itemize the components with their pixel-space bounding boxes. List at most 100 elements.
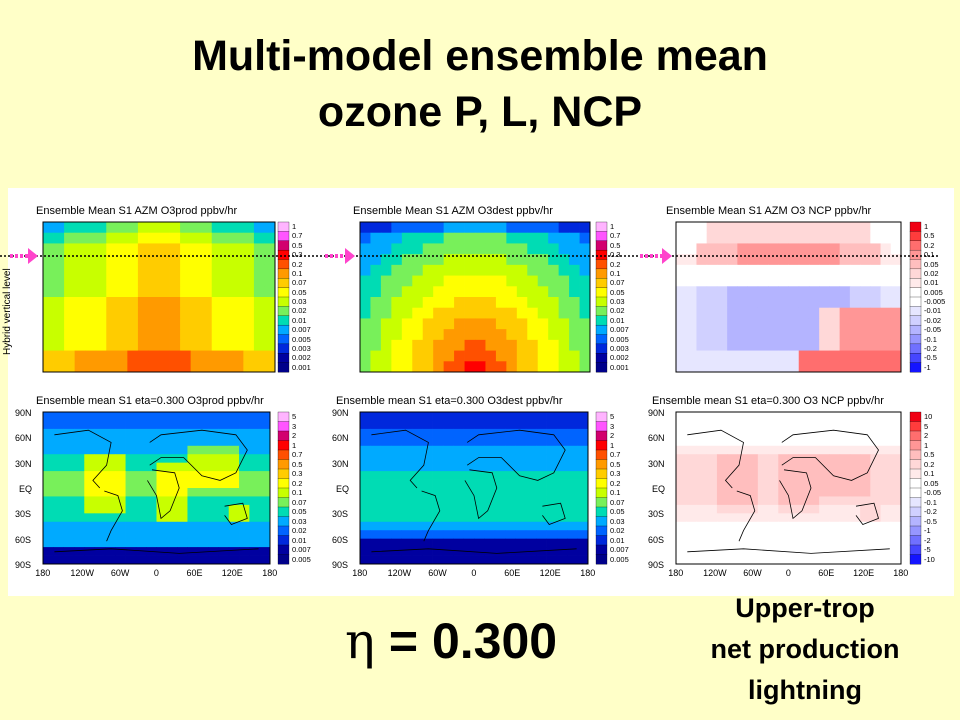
heatmap-cell <box>757 521 769 531</box>
heatmap-cell <box>95 350 107 362</box>
colorbar-swatch <box>595 459 608 470</box>
heatmap-cell <box>778 555 789 565</box>
heatmap-cell <box>422 412 433 421</box>
heatmap-cell <box>829 286 841 298</box>
heatmap-cell <box>819 275 830 287</box>
heatmap-cell <box>839 462 851 472</box>
heatmap-cell <box>485 222 497 234</box>
heatmap-cell <box>558 329 570 341</box>
heatmap-cell <box>166 530 178 540</box>
heatmap-cell <box>737 488 748 497</box>
heatmap-cell <box>422 555 433 565</box>
heatmap-cell <box>808 339 820 351</box>
heatmap-cell <box>73 547 85 556</box>
heatmap-cell <box>577 471 589 480</box>
colorbar-swatch <box>909 554 922 565</box>
colorbar-label: 0.2 <box>292 478 303 488</box>
heatmap-cell <box>228 547 240 556</box>
x-tick-label: 180 <box>580 568 596 578</box>
colorbar-swatch <box>909 334 922 345</box>
heatmap-cell <box>43 329 54 341</box>
heatmap-cell <box>453 488 465 497</box>
heatmap-cell <box>94 471 106 480</box>
heatmap-cell <box>243 318 255 330</box>
heatmap-cell <box>475 329 486 341</box>
heatmap-cell <box>106 361 118 373</box>
heatmap-cell <box>676 318 687 330</box>
heatmap-cell <box>768 350 779 362</box>
heatmap-cell <box>391 504 402 514</box>
heatmap-cell <box>870 547 881 556</box>
heatmap-cell <box>53 232 65 244</box>
heatmap-cell <box>768 412 779 421</box>
heatmap-cell <box>506 361 518 373</box>
heatmap-cell <box>169 275 181 287</box>
heatmap-cell <box>360 243 371 255</box>
heatmap-cell <box>116 275 128 287</box>
heatmap-cell <box>463 504 475 514</box>
heatmap-cell <box>370 445 382 455</box>
heatmap-cell <box>135 547 147 556</box>
heatmap-cell <box>819 232 830 244</box>
heatmap-cell <box>166 445 178 455</box>
heatmap-cell <box>264 307 276 319</box>
heatmap-cell <box>115 521 126 531</box>
heatmap-cell <box>106 307 118 319</box>
colorbar-label: 0.3 <box>610 469 621 478</box>
heatmap-cell <box>768 555 779 565</box>
heatmap-cell <box>747 479 759 489</box>
heatmap-cell <box>53 318 65 330</box>
heatmap-cell <box>463 555 475 565</box>
heatmap-cell <box>494 428 506 438</box>
heatmap-cell <box>577 420 589 430</box>
heatmap-cell <box>494 445 506 455</box>
heatmap-cell <box>506 222 518 234</box>
heatmap-cell <box>63 454 75 464</box>
heatmap-cell <box>716 513 728 523</box>
heatmap-cell <box>696 504 708 514</box>
heatmap-cell <box>85 232 97 244</box>
heatmap-cell <box>228 412 240 421</box>
heatmap-cell <box>548 264 560 276</box>
heatmap-cell <box>180 264 192 276</box>
heatmap-cell <box>727 471 738 480</box>
colorbar-label: -5 <box>924 545 931 554</box>
heatmap-cell <box>106 264 118 276</box>
heatmap-cell <box>839 471 851 480</box>
colorbar-label: 0.05 <box>610 287 625 297</box>
heatmap-cell <box>819 412 830 421</box>
heatmap-cell <box>475 339 486 351</box>
colorbar-label: 0.1 <box>610 488 621 497</box>
coastline-path <box>371 429 429 489</box>
heatmap-cell <box>464 264 476 276</box>
colorbar-swatch <box>595 353 608 364</box>
heatmap-cell <box>485 329 497 341</box>
colorbar-label: 0.01 <box>924 278 939 288</box>
heatmap-cell <box>127 339 139 351</box>
heatmap-cell <box>380 504 392 514</box>
heatmap-cell <box>64 350 76 362</box>
heatmap-cell <box>778 243 789 255</box>
heatmap-cell <box>556 521 568 531</box>
heatmap-cell <box>860 361 871 373</box>
colorbar-label: 0.05 <box>292 507 307 516</box>
heatmap-cell <box>127 275 139 287</box>
coastline <box>54 429 259 554</box>
heatmap-cell <box>43 275 54 287</box>
heatmap-cell <box>686 286 697 298</box>
heatmap-cell <box>757 496 769 506</box>
heatmap-cell <box>180 307 192 319</box>
heatmap-cell <box>53 275 65 287</box>
heatmap-cell <box>727 275 738 287</box>
colorbar-label: 0.05 <box>924 259 939 269</box>
heatmap-cell <box>412 329 424 341</box>
heatmap-cell <box>443 361 455 373</box>
heatmap-cell <box>95 329 107 341</box>
heatmap-cell <box>505 521 516 531</box>
heatmap-cell <box>880 530 892 540</box>
heatmap-cell <box>411 513 423 523</box>
heatmap-cell <box>737 462 748 472</box>
heatmap-cell <box>727 254 738 266</box>
colorbar-swatch <box>595 315 608 326</box>
